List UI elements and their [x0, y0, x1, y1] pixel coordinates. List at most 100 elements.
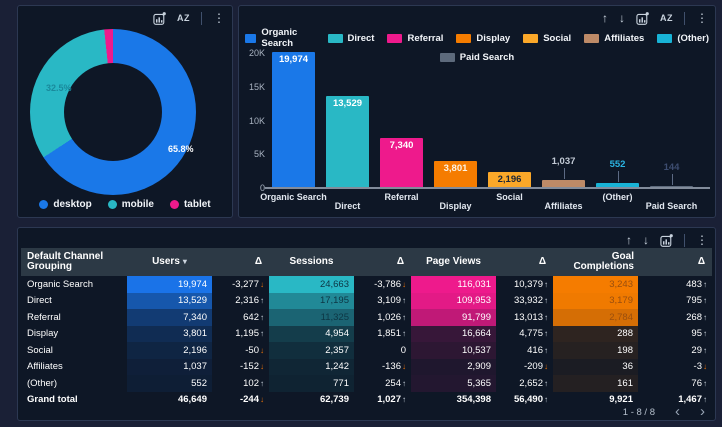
legend-swatch — [439, 53, 455, 62]
metric-cell: 17,195 — [269, 292, 354, 309]
donut-hole — [64, 63, 162, 161]
legend-item-referral[interactable]: Referral — [387, 27, 443, 49]
legend-item-paid-search[interactable]: Paid Search — [439, 52, 515, 63]
delta-cell: 416 ↑ — [527, 344, 548, 356]
chevron-left-icon[interactable]: ‹ — [675, 403, 680, 420]
legend-swatch — [523, 33, 539, 43]
table-body: Organic Search 19,974 -3,277 ↓ 24,663 -3,786 ↓… — [21, 276, 712, 408]
delta-cell: 33,932 ↑ — [513, 295, 548, 307]
delta-cell: -136 ↓ — [381, 361, 406, 373]
chart-export-icon[interactable] — [153, 11, 166, 25]
up-delta-icon: ↑ — [703, 296, 707, 306]
column-header--[interactable]: Δ — [538, 255, 546, 267]
table-row-organic-search[interactable]: Organic Search 19,974 -3,277 ↓ 24,663 -3,786 ↓… — [21, 276, 712, 293]
x-axis-label: (Other) — [602, 192, 633, 202]
column-header-goal-completions[interactable]: Goal Completions — [573, 250, 634, 272]
delta-cell: 102 ↑ — [243, 377, 264, 389]
up-delta-icon: ↑ — [703, 279, 707, 289]
up-delta-icon: ↑ — [260, 296, 264, 306]
legend-label: tablet — [183, 199, 211, 210]
delta-cell: 76 ↑ — [691, 377, 707, 389]
toolbar-divider — [201, 11, 202, 25]
table-row-affiliates[interactable]: Affiliates 1,037 -152 ↓ 1,242 -136 ↓ 2,909 -209 ↓… — [21, 358, 712, 375]
donut-toolbar: AZ ⋮ — [153, 9, 225, 27]
column-header--[interactable]: Δ — [254, 255, 262, 267]
chart-export-icon[interactable] — [660, 233, 673, 247]
legend-item-tablet[interactable]: tablet — [169, 199, 211, 210]
column-header-sessions[interactable]: Sessions — [289, 255, 334, 267]
legend-item-affiliates[interactable]: Affiliates — [584, 27, 644, 49]
table-row-grand-total[interactable]: Grand total 46,649 -244 ↓ 62,739 1,027 ↑ 354,39… — [21, 392, 712, 409]
bar-legend: Organic Search Direct Referral Display Socia… — [245, 27, 709, 66]
arrow-down-icon[interactable]: ↓ — [619, 11, 625, 25]
legend-item-desktop[interactable]: desktop — [39, 199, 92, 210]
column-header-default-channel-grouping[interactable]: Default Channel Grouping — [27, 250, 104, 272]
donut-legend: desktop mobile tablet — [18, 199, 232, 210]
column-header--[interactable]: Δ — [396, 255, 404, 267]
bar-organic-search[interactable]: 19,974 — [272, 52, 315, 187]
metric-cell: 552 — [127, 375, 212, 392]
bar-legend-row-2: Paid Search — [245, 52, 709, 63]
table-row--other-[interactable]: (Other) 552 102 ↑ 771 254 ↑ 5,365 2,652 ↑ 161 76 ↑ — [21, 375, 712, 392]
table-row-social[interactable]: Social 2,196 -50 ↓ 2,357 0 10,537 416 ↑ 198 29 ↑ — [21, 342, 712, 359]
y-tick-label: 10K — [248, 115, 265, 126]
metric-cell: 13,529 — [127, 292, 212, 309]
delta-cell: 95 ↑ — [691, 328, 707, 340]
bar-referral[interactable]: 7,340 — [380, 137, 423, 187]
menu-icon[interactable]: ⋮ — [696, 233, 708, 247]
up-delta-icon: ↑ — [544, 345, 548, 355]
sort-az-icon[interactable]: AZ — [177, 13, 190, 23]
legend-item-mobile[interactable]: mobile — [107, 199, 154, 210]
metric-cell: 11,325 — [269, 309, 354, 326]
channel-cell: Direct — [27, 295, 52, 307]
legend-item-organic-search[interactable]: Organic Search — [245, 27, 315, 49]
bar-display[interactable]: 3,801 — [434, 161, 477, 187]
legend-item-social[interactable]: Social — [523, 27, 571, 49]
channel-cell: Social — [27, 344, 53, 356]
legend-label: desktop — [53, 199, 92, 210]
delta-cell: -152 ↓ — [239, 361, 264, 373]
menu-icon[interactable]: ⋮ — [696, 11, 708, 25]
legend-item-direct[interactable]: Direct — [327, 27, 374, 49]
table-row-direct[interactable]: Direct 13,529 2,316 ↑ 17,195 3,109 ↑ 109,953 33,… — [21, 292, 712, 309]
legend-label: Paid Search — [459, 52, 515, 63]
metric-cell: 161 — [553, 375, 638, 392]
sort-az-icon[interactable]: AZ — [660, 13, 673, 23]
bar-affiliates[interactable] — [542, 180, 585, 187]
bar--other-[interactable] — [596, 183, 639, 187]
table-row-display[interactable]: Display 3,801 1,195 ↑ 4,954 1,851 ↑ 16,664 4,775… — [21, 325, 712, 342]
metric-cell: 354,398 — [456, 394, 491, 406]
legend-item--other-[interactable]: (Other) — [657, 27, 709, 49]
channel-bar-panel: ↑ ↓ AZ ⋮ Organic Search Direct Referral Displa… — [238, 5, 716, 218]
metric-cell: 771 — [269, 375, 354, 392]
metric-cell: 3,179 — [553, 292, 638, 309]
table-row-referral[interactable]: Referral 7,340 642 ↑ 11,325 1,026 ↑ 91,799 13,01… — [21, 309, 712, 326]
bar-social[interactable]: 2,196 — [488, 172, 531, 187]
column-header-users[interactable]: Users ▾ — [152, 255, 187, 267]
up-delta-icon: ↑ — [703, 395, 707, 405]
metric-cell: 62,739 — [319, 394, 349, 406]
channel-cell: Display — [27, 328, 59, 340]
metric-cell: 3,243 — [553, 276, 638, 293]
bar-value-label: 7,340 — [389, 139, 414, 151]
delta-cell: 1,467 ↑ — [678, 394, 707, 406]
delta-cell: 642 ↑ — [243, 311, 264, 323]
arrow-up-icon[interactable]: ↑ — [602, 11, 608, 25]
chevron-right-icon[interactable]: › — [700, 403, 705, 420]
metric-cell: 7,340 — [127, 309, 212, 326]
bar-direct[interactable]: 13,529 — [326, 95, 369, 187]
metric-cell: 91,799 — [411, 309, 496, 326]
up-delta-icon: ↑ — [402, 296, 406, 306]
metric-cell: 19,974 — [127, 276, 212, 293]
arrow-up-icon[interactable]: ↑ — [626, 233, 632, 247]
column-header-page-views[interactable]: Page Views — [426, 255, 481, 267]
chart-export-icon[interactable] — [636, 11, 649, 25]
menu-icon[interactable]: ⋮ — [213, 11, 225, 25]
arrow-down-icon[interactable]: ↓ — [643, 233, 649, 247]
up-delta-icon: ↑ — [703, 378, 707, 388]
column-header--[interactable]: Δ — [697, 255, 705, 267]
legend-item-display[interactable]: Display — [456, 27, 510, 49]
bar-value-label: 3,801 — [443, 163, 468, 175]
metric-cell: 2,909 — [411, 358, 496, 375]
bar-paid-search[interactable] — [650, 186, 693, 187]
